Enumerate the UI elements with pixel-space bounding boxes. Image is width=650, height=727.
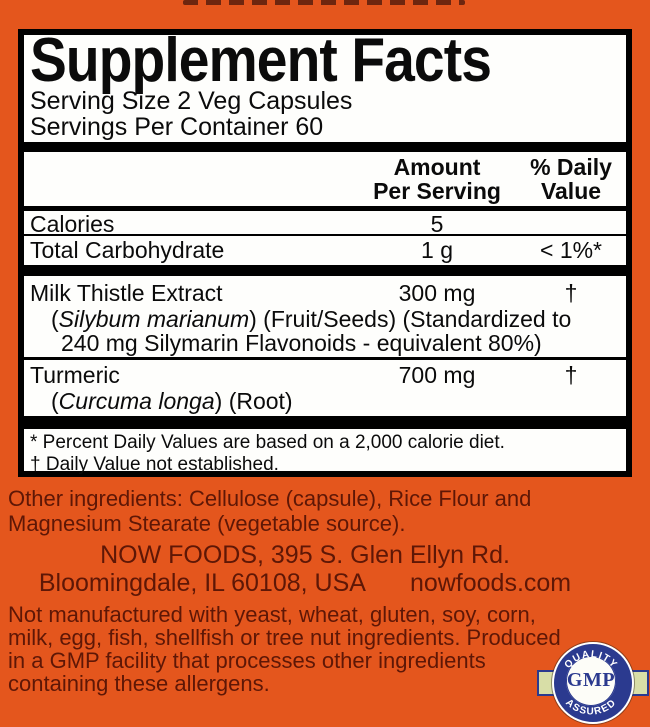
manufacturer-website: nowfoods.com [409,569,572,597]
botanical-name: Silybum marianum [58,306,250,332]
allergen-statement: Not manufactured with yeast, wheat, glut… [8,602,561,696]
nutrient-amount: 300 mg [398,280,476,306]
row-milk-thistle: Milk Thistle Extract 300 mg † [24,281,626,306]
footnote-dv-not-established: † Daily Value not established. [30,454,279,475]
svg-text:QUALITY: QUALITY [563,649,620,671]
thin-divider [24,357,626,360]
thick-divider [24,265,626,276]
column-header-amount: Amount Per Serving [373,154,501,204]
cropped-product-text [183,0,465,5]
nutrient-name: Milk Thistle Extract [30,280,223,306]
thick-divider [24,416,626,429]
nutrient-amount: 700 mg [398,362,476,388]
manufacturer-block: NOW FOODS, 395 S. Glen Ellyn Rd. Bloomin… [20,541,590,597]
nutrient-amount: 1 g [421,237,453,263]
supplement-facts-panel: Supplement Facts Serving Size 2 Veg Caps… [18,29,632,477]
row-total-carbohydrate: Total Carbohydrate 1 g < 1%* [24,238,626,263]
manufacturer-address-line2: Bloomingdale, IL 60108, USA nowfoods.com [20,569,590,597]
badge-circle [552,642,634,724]
row-calories: Calories 5 [24,212,626,237]
nutrient-daily-value: † [564,280,578,306]
milk-thistle-detail-line1: (Silybum marianum) (Fruit/Seeds) (Standa… [51,306,572,332]
nutrient-amount: 5 [430,211,444,237]
svg-text:ASSURED: ASSURED [563,697,618,717]
thick-divider [24,142,626,152]
badge-quality-label: QUALITY [563,649,619,671]
nutrient-name: Turmeric [30,362,120,388]
nutrient-daily-value: < 1%* [539,237,603,263]
nutrient-name: Total Carbohydrate [30,237,225,263]
badge-gmp-label: GMP [566,669,616,691]
botanical-name: Curcuma longa [58,388,215,414]
panel-title: Supplement Facts [30,26,492,95]
nutrient-name: Calories [30,211,115,237]
servings-per-container: Servings Per Container 60 [30,113,324,141]
badge-arc-text: QUALITY ASSURED [563,649,620,717]
badge-assured-label: ASSURED [563,697,617,717]
turmeric-detail-line1: (Curcuma longa) (Root) [51,388,293,414]
badge-inner-circle [566,656,616,706]
manufacturer-address-line1: NOW FOODS, 395 S. Glen Ellyn Rd. [100,541,510,569]
manufacturer-city: Bloomingdale, IL 60108, USA [38,569,366,597]
footnote-daily-values: * Percent Daily Values are based on a 2,… [30,432,505,453]
milk-thistle-detail-line2: 240 mg Silymarin Flavonoids - equivalent… [61,330,542,356]
thin-divider [24,234,626,236]
nutrient-daily-value: † [564,362,578,388]
column-header-daily-value: % Daily Value [530,154,612,204]
serving-size: Serving Size 2 Veg Capsules [30,87,353,115]
gmp-quality-assured-badge-icon: GMP QUALITY ASSURED [537,642,649,724]
row-turmeric: Turmeric 700 mg † [24,363,626,388]
other-ingredients-text: Other ingredients: Cellulose (capsule), … [8,486,532,536]
header-divider [24,206,626,211]
